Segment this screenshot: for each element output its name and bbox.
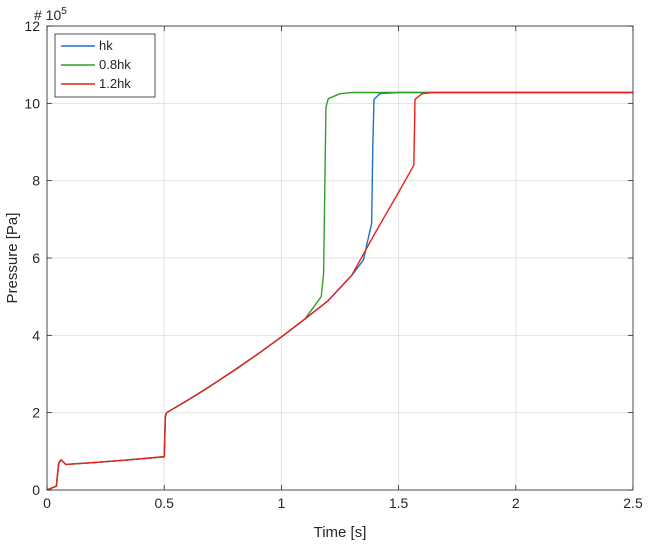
y-exponent-value: 5	[61, 6, 67, 17]
x-tick-label: 2.5	[623, 495, 643, 511]
y-exponent-prefix: # 10	[34, 7, 61, 23]
y-tick-label: 0	[32, 482, 40, 498]
y-tick-label: 8	[32, 173, 40, 189]
x-tick-label: 2	[512, 495, 520, 511]
y-tick-label: 12	[24, 18, 40, 34]
y-tick-label: 4	[32, 327, 40, 343]
legend-label: 1.2hk	[99, 76, 131, 91]
y-tick-label: 6	[32, 250, 40, 266]
y-tick-label: 10	[24, 95, 40, 111]
y-axis-label: Pressure [Pa]	[4, 213, 21, 304]
legend-label: 0.8hk	[99, 57, 131, 72]
legend: hk 0.8hk 1.2hk	[54, 33, 156, 98]
axis-ticks	[46, 25, 634, 491]
legend-label: hk	[99, 38, 113, 53]
series-lines	[46, 91, 633, 491]
x-tick-label: 1.5	[389, 495, 409, 511]
x-tick-label: 0	[43, 495, 51, 511]
x-tick-label: 0.5	[154, 495, 174, 511]
y-tick-label: 2	[32, 405, 40, 421]
x-tick-label: 1	[278, 495, 286, 511]
x-axis-label: Time [s]	[314, 524, 367, 541]
series-line-3	[46, 91, 633, 491]
y-exponent-label: # 105	[34, 6, 67, 23]
